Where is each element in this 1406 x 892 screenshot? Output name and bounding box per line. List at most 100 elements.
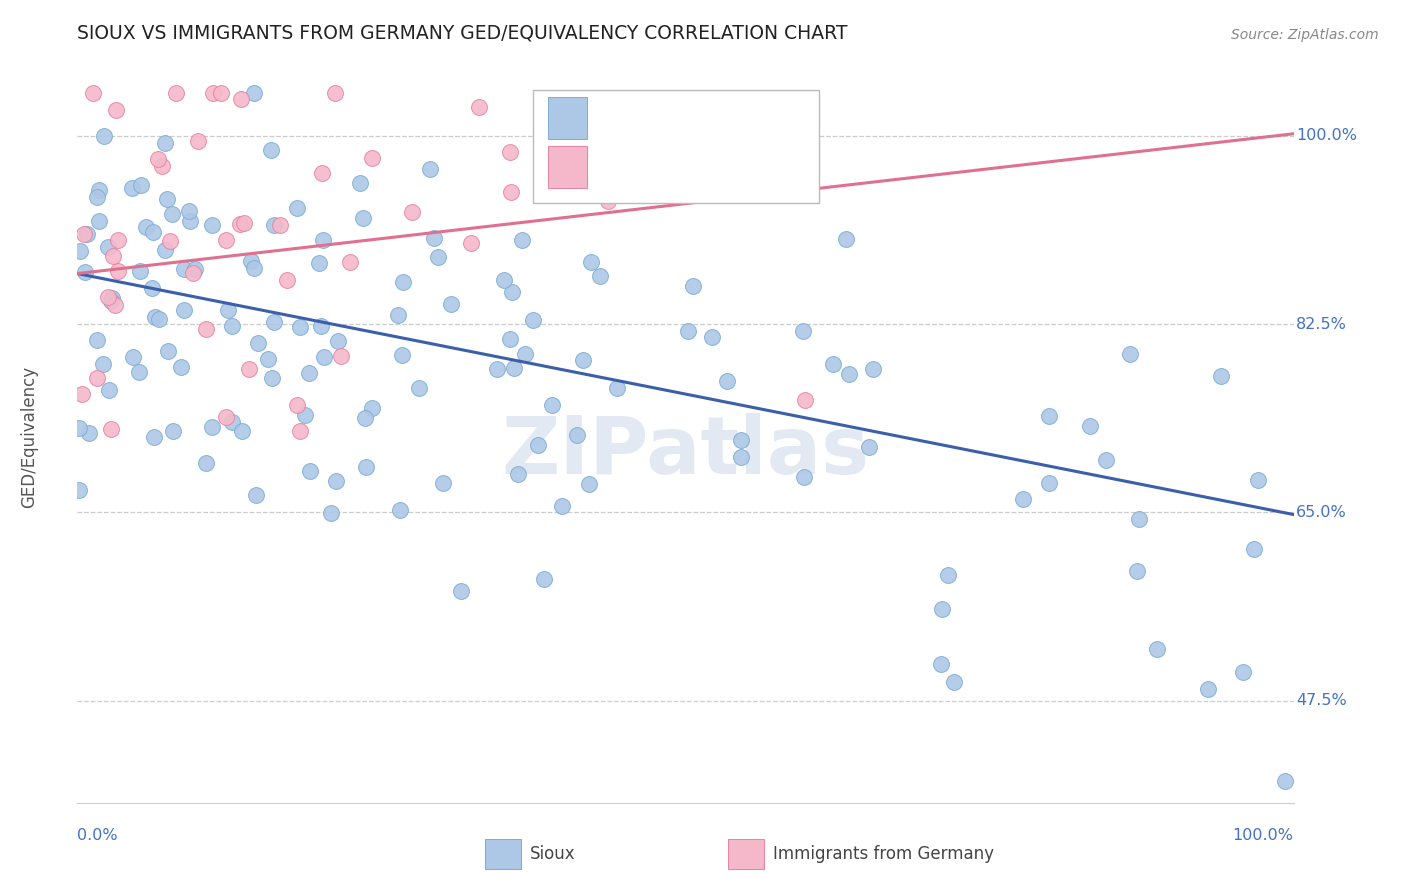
Point [792,324,814,338]
Point [98,383,121,397]
Point [702,330,724,344]
Point [506,467,529,481]
Point [492,273,515,287]
Point [440,297,463,311]
Point [312,350,335,364]
Point [105,103,128,117]
Point [838,368,860,382]
Point [240,253,263,268]
Point [187,135,209,149]
Point [682,279,704,293]
Point [352,211,374,225]
Point [221,416,243,430]
Point [572,352,595,367]
Text: 65.0%: 65.0% [1296,505,1347,520]
Point [67,421,90,435]
Point [676,324,699,338]
Point [156,192,179,206]
Point [177,203,200,218]
Point [93,129,115,144]
Point [499,145,522,160]
Point [450,583,472,598]
Point [142,225,165,239]
Point [229,218,252,232]
Point [389,503,412,517]
Point [319,506,342,520]
Point [129,178,152,192]
Point [325,86,347,100]
Point [501,285,523,299]
Point [467,100,489,114]
Bar [485,839,522,869]
Bar [728,839,765,869]
Point [160,207,183,221]
Point [936,567,959,582]
Point [232,216,254,230]
Point [173,262,195,277]
Point [155,243,177,257]
Point [128,264,150,278]
Point [179,214,201,228]
Point [165,86,187,100]
Text: Sioux: Sioux [530,845,575,863]
Point [100,422,122,436]
Point [143,430,166,444]
Point [141,281,163,295]
Point [260,371,283,385]
Point [1119,347,1142,361]
Point [238,362,260,376]
Point [150,159,173,173]
Point [247,335,270,350]
Point [242,260,264,275]
Point [87,214,110,228]
Point [794,392,817,407]
Point [330,349,353,363]
Point [392,275,415,289]
Point [86,334,108,348]
Point [578,476,600,491]
Point [510,233,533,247]
Point [104,298,127,312]
Point [1209,368,1232,383]
Point [82,86,104,100]
Point [835,231,858,245]
Point [100,292,122,306]
Point [91,357,114,371]
Point [533,572,555,586]
Point [499,332,522,346]
Point [209,86,232,100]
Point [423,230,446,244]
Point [862,362,884,376]
Text: 100.0%: 100.0% [1233,829,1294,844]
Point [215,233,238,247]
Point [598,194,620,208]
Point [294,409,316,423]
Point [181,266,204,280]
Point [326,334,349,349]
Point [97,240,120,254]
Text: R = -0.629   N = 135: R = -0.629 N = 135 [602,109,797,128]
Point [589,268,612,283]
Point [200,218,222,232]
Point [217,303,239,318]
Point [931,601,953,615]
Point [716,374,738,388]
FancyBboxPatch shape [533,90,820,203]
Point [143,310,166,324]
Point [354,460,377,475]
Point [943,675,966,690]
Point [1232,665,1254,679]
Point [86,370,108,384]
Point [460,235,482,250]
Point [354,411,377,425]
Point [269,219,291,233]
Point [391,347,413,361]
Point [499,185,522,199]
Point [361,151,384,165]
Point [87,183,110,197]
Point [288,320,311,334]
Point [121,181,143,195]
Bar [548,97,586,139]
Point [606,381,628,395]
Text: 47.5%: 47.5% [1296,693,1347,708]
